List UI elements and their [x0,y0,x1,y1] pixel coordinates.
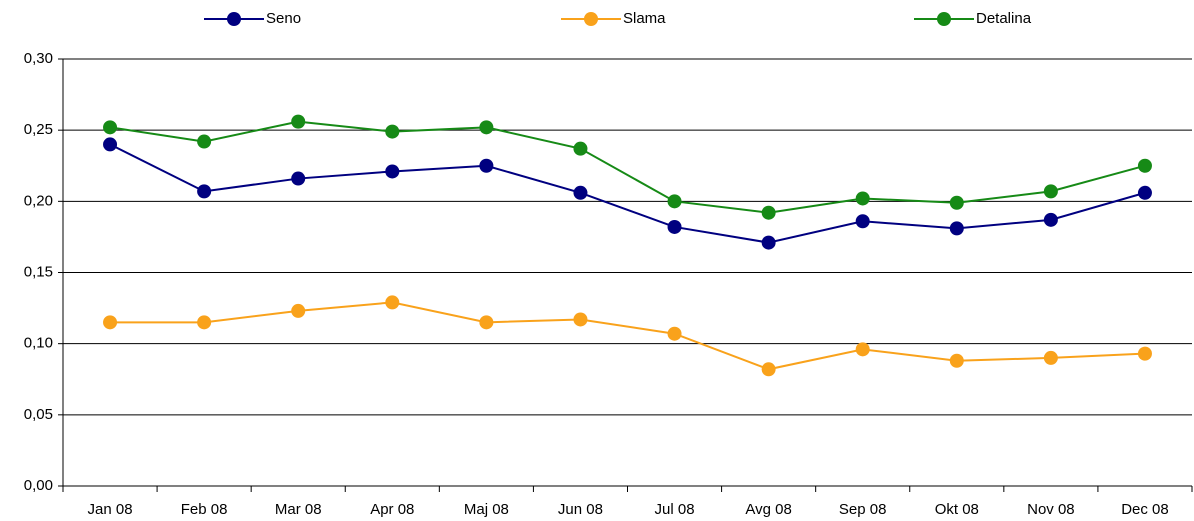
data-point [761,205,776,220]
data-point [385,124,400,139]
data-point [949,221,964,236]
data-point [855,191,870,206]
data-point [855,342,870,357]
data-point [103,120,118,135]
data-point [573,312,588,327]
data-point [291,303,306,318]
data-point [197,184,212,199]
data-point [1137,158,1152,173]
data-point [197,134,212,149]
data-point [103,315,118,330]
data-point [291,171,306,186]
x-tick-label: Maj 08 [464,501,509,518]
x-tick-label: Jul 08 [655,501,695,518]
data-point [761,235,776,250]
data-point [761,362,776,377]
legend-label: Detalina [976,10,1032,27]
legend-marker [584,12,598,26]
data-point [855,214,870,229]
data-point [479,158,494,173]
legend-marker [227,12,241,26]
x-tick-label: Jun 08 [558,501,603,518]
data-point [667,326,682,341]
series-line [109,143,1146,244]
data-point [197,315,212,330]
y-tick-label: 0,10 [24,335,53,352]
x-tick-label: Jan 08 [88,501,133,518]
data-point [573,185,588,200]
x-tick-label: Okt 08 [935,501,979,518]
data-point [949,353,964,368]
data-point [1043,184,1058,199]
x-tick-label: Apr 08 [370,501,414,518]
legend-marker [937,12,951,26]
data-point [479,120,494,135]
data-point [291,114,306,129]
y-tick-label: 0,20 [24,192,53,209]
data-point [1043,350,1058,365]
data-point [103,137,118,152]
x-tick-label: Nov 08 [1027,501,1075,518]
y-tick-label: 0,00 [24,477,53,494]
data-point [667,194,682,209]
x-tick-label: Avg 08 [745,501,791,518]
data-point [1137,346,1152,361]
x-tick-label: Feb 08 [181,501,228,518]
legend-label: Slama [623,10,666,27]
y-tick-label: 0,30 [24,50,53,67]
data-point [667,219,682,234]
series-line [109,120,1146,214]
series-line [110,301,1146,371]
y-tick-label: 0,15 [24,263,53,280]
data-point [1137,185,1152,200]
y-tick-label: 0,25 [24,121,53,138]
data-point [479,315,494,330]
data-point [949,195,964,210]
y-tick-label: 0,05 [24,406,53,423]
x-tick-label: Sep 08 [839,501,887,518]
data-point [573,141,588,156]
x-tick-label: Mar 08 [275,501,322,518]
data-point [385,164,400,179]
x-tick-label: Dec 08 [1121,501,1169,518]
data-point [385,295,400,310]
data-point [1043,212,1058,227]
legend-label: Seno [266,10,301,27]
